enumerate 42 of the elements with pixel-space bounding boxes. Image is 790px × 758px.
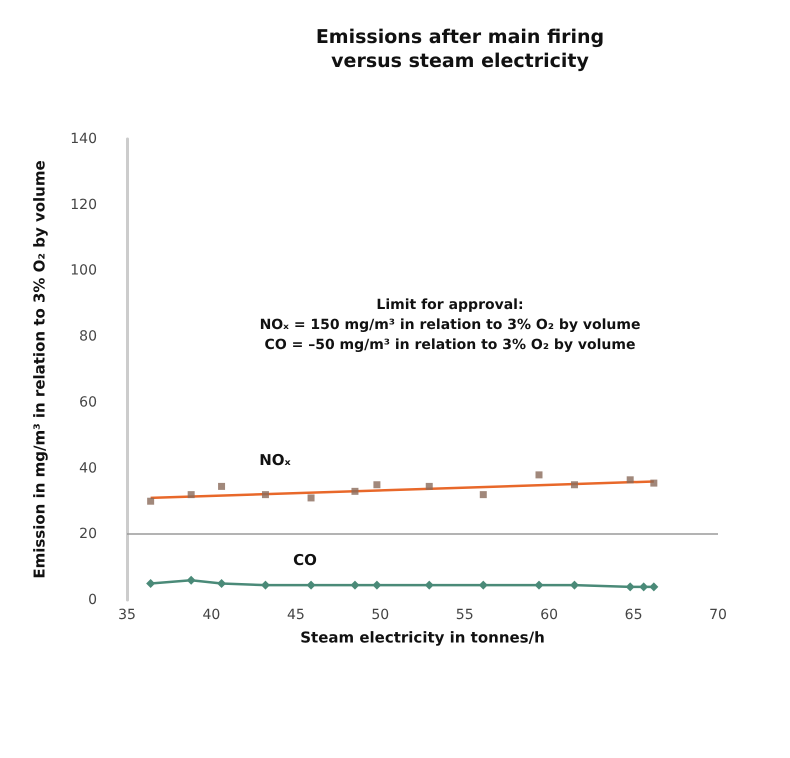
point (146, 579, 156, 588)
point (262, 491, 269, 498)
y-axis-title: Emission in mg/m³ in relation to 3% O₂ by volume (30, 160, 48, 579)
chart-title: Emissions after main firing versus steam electricity (316, 26, 604, 72)
y-tick-label: 60 (79, 394, 97, 410)
x-tick-label: 45 (286, 607, 305, 623)
y-tick-label: 100 (70, 262, 97, 279)
point (308, 494, 315, 502)
annotation: Limit for approval: NOₓ = 150 mg/m³ in relation to 3% O₂ by volume CO = –50 mg/m³ in relation to 3% O₂ by volume (260, 297, 640, 353)
x-tick-label: 60 (540, 607, 558, 623)
point (188, 491, 195, 498)
point (186, 576, 196, 585)
point (351, 488, 358, 495)
point (639, 582, 648, 592)
y-tick-label: 120 (70, 196, 97, 213)
y-tick-label: 40 (79, 460, 97, 476)
x-axis-title: Steam electricity in tonnes/h (300, 628, 545, 646)
point (626, 582, 635, 592)
point (650, 480, 658, 487)
point (626, 476, 634, 484)
x-tick-label: 65 (624, 607, 642, 623)
point (536, 471, 543, 478)
x-tick-label: 70 (709, 607, 727, 623)
point (649, 582, 658, 592)
annotation: CO (293, 551, 317, 569)
point (426, 482, 433, 490)
x-tick-label: 40 (202, 607, 220, 623)
x-tick-label: 55 (456, 607, 474, 623)
point (373, 481, 380, 488)
y-tick-label: 140 (70, 131, 97, 147)
y-tick-label: 80 (79, 328, 97, 345)
point (424, 580, 434, 590)
point (218, 482, 226, 490)
annotation: NOₓ (259, 451, 292, 469)
y-tick-label: 20 (79, 526, 97, 542)
point (478, 580, 488, 590)
point (147, 498, 154, 505)
y-tick-label: 0 (88, 592, 97, 608)
x-tick-label: 50 (371, 607, 390, 623)
point (480, 491, 487, 498)
point (570, 481, 578, 488)
x-tick-label: 35 (118, 607, 136, 623)
